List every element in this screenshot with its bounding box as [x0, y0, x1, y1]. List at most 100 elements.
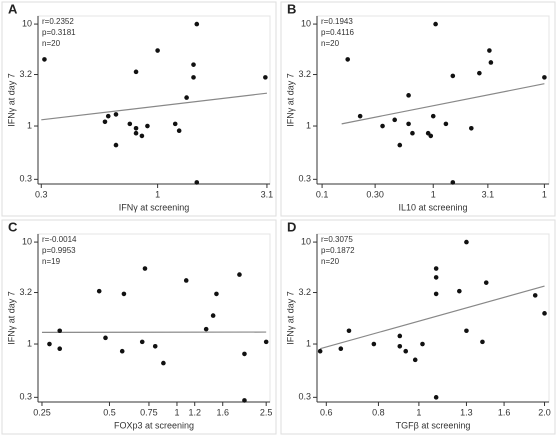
plot-area — [37, 233, 271, 403]
data-point — [433, 395, 439, 400]
x-tick-label: 1 — [174, 407, 179, 417]
plot-area — [316, 15, 550, 185]
annotation: p=0.4116 — [321, 28, 355, 37]
data-point — [317, 348, 323, 354]
data-point — [133, 69, 139, 75]
fit-line — [319, 285, 545, 350]
data-point — [133, 125, 139, 131]
x-axis-label: TGFβ at screening — [396, 420, 471, 430]
x-axis-label: FOXp3 at screening — [114, 420, 194, 430]
data-point — [430, 113, 436, 119]
annotation: r=0.2352 — [42, 17, 74, 26]
data-point — [194, 180, 200, 185]
data-point — [139, 133, 145, 139]
data-point — [483, 280, 489, 285]
data-point — [113, 142, 119, 148]
x-tick-label: 3.1 — [482, 189, 495, 199]
y-tick-label: 3.2 — [19, 287, 32, 297]
data-point — [397, 343, 403, 349]
y-tick-label: 10 — [22, 18, 32, 28]
data-point — [214, 291, 219, 297]
annotation: n=19 — [42, 257, 61, 266]
data-point — [380, 123, 385, 129]
data-point — [397, 333, 403, 339]
y-tick-label: 1 — [306, 338, 311, 348]
y-tick-label: 3.2 — [298, 69, 311, 79]
annotation: n=20 — [321, 257, 340, 266]
panel-letter: A — [8, 1, 18, 16]
y-axis-label: IFNγ at day 7 — [285, 291, 295, 345]
data-point — [346, 328, 352, 334]
data-point — [412, 357, 418, 363]
data-point — [480, 339, 485, 345]
data-point — [477, 70, 482, 76]
y-tick-label: 0.3 — [19, 174, 32, 184]
x-axis-label: IFNγ at screening — [119, 202, 190, 212]
x-tick-label: 1 — [416, 407, 421, 417]
annotation: p=0.9953 — [42, 246, 76, 255]
panel-letter: B — [287, 1, 296, 16]
data-point — [191, 62, 196, 67]
data-point — [155, 48, 160, 53]
x-tick-label: 3.1 — [261, 189, 274, 199]
annotation: p=0.1872 — [321, 246, 355, 255]
annotation: n=20 — [42, 39, 61, 48]
data-point — [133, 130, 139, 136]
panel-frame — [1, 219, 277, 435]
x-tick-label: 2.5 — [260, 407, 273, 417]
data-point — [433, 21, 438, 27]
y-axis-label: IFNγ at day 7 — [285, 73, 295, 127]
y-tick-label: 1 — [306, 120, 311, 130]
fit-line — [341, 83, 545, 125]
panel-frame — [1, 1, 277, 217]
y-tick-label: 0.3 — [298, 174, 311, 184]
x-tick-label: 0.6 — [320, 407, 333, 417]
data-point — [392, 117, 397, 123]
y-tick-label: 0.3 — [19, 392, 32, 402]
data-point — [102, 119, 108, 125]
x-tick-label: 0.5 — [103, 407, 116, 417]
annotation: r=0.3075 — [321, 235, 353, 244]
data-point — [464, 239, 469, 245]
panel: 0.3 1 3.2 10 0.6 0.8 1 1.3 1.6 2.0 TGFβ at screeni… — [280, 219, 556, 435]
data-point — [145, 123, 150, 129]
y-tick-label: 1 — [27, 120, 32, 130]
x-tick-label: 1 — [155, 189, 160, 199]
data-point — [443, 121, 449, 127]
x-tick-label: 0.3 — [35, 189, 48, 199]
panel: 0.3 1 3.2 10 0.1 0.30 1 3.1 1 IL10 at screening IF… — [280, 1, 556, 217]
data-point — [242, 351, 247, 357]
data-point — [103, 335, 108, 341]
y-axis-label: IFNγ at day 7 — [6, 291, 16, 345]
data-point — [469, 125, 474, 131]
y-tick-label: 3.2 — [19, 69, 32, 79]
data-point — [433, 266, 439, 271]
data-point — [57, 346, 63, 351]
x-tick-label: 0.75 — [140, 407, 158, 417]
data-point — [96, 288, 102, 294]
data-point — [433, 291, 439, 297]
data-point — [57, 328, 63, 334]
annotation: r=0.1943 — [321, 17, 353, 26]
data-point — [42, 57, 47, 62]
panel-letter: D — [287, 219, 296, 234]
data-point — [488, 60, 494, 65]
annotation: r=-0.0014 — [42, 235, 77, 244]
panel: 0.3 1 3.2 10 0.25 0.5 0.75 1 1.2 1.6 2.5 FOXp3 at s… — [1, 219, 277, 435]
data-point — [210, 313, 216, 318]
data-point — [263, 75, 268, 80]
y-tick-label: 1 — [27, 338, 32, 348]
data-point — [242, 398, 247, 403]
x-tick-label: 1 — [431, 189, 436, 199]
y-tick-label: 0.3 — [298, 392, 311, 402]
panel: 0.3 1 3.2 10 0.3 1 3.1 IFNγ at screening IFNγ at… — [1, 1, 277, 217]
y-axis-label: IFNγ at day 7 — [6, 73, 16, 127]
data-point — [121, 291, 127, 297]
data-point — [428, 133, 434, 139]
data-point — [487, 48, 492, 53]
data-point — [161, 360, 166, 366]
data-point — [47, 341, 52, 347]
data-point — [406, 121, 411, 127]
y-tick-label: 3.2 — [298, 287, 311, 297]
